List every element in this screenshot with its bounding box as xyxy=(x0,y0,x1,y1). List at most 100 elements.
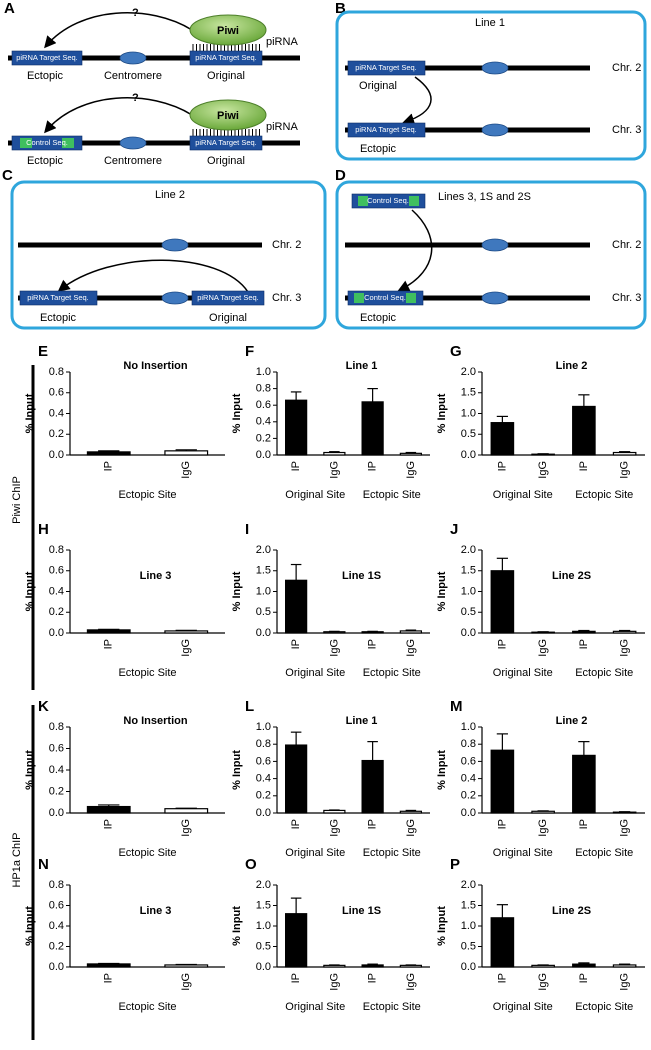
chart: I Line 1S % Input 0.0 0.5 1.0 1.5 2.0 IP IgG IP IgG… xyxy=(231,521,430,679)
chart: P Line 2S % Input 0.0 0.5 1.0 1.5 2.0 IP IgG IP IgG… xyxy=(436,856,645,1013)
chart: L Line 1 % Input 0.0 0.2 0.4 0.6 0.8 1.0 IP IgG IP I… xyxy=(231,698,430,859)
seq-box xyxy=(19,290,98,306)
chr-label: Chr. 3 xyxy=(272,292,301,304)
x-tick-label: IP xyxy=(290,639,302,649)
y-tick-label: 0.0 xyxy=(461,961,476,973)
y-tick-label: 0.2 xyxy=(49,785,64,797)
x-tick-label: IgG xyxy=(405,819,417,837)
y-tick-label: 0.2 xyxy=(49,428,64,440)
seq-box xyxy=(189,50,263,66)
bar xyxy=(164,630,209,634)
error-bar xyxy=(496,557,508,571)
chr-label: Chr. 2 xyxy=(272,239,301,251)
control-stripe xyxy=(358,196,368,206)
y-tick-label: 0.2 xyxy=(49,606,64,618)
error-bar xyxy=(290,391,302,401)
bar xyxy=(86,451,131,456)
group-label: Ectopic Site xyxy=(363,667,421,679)
y-tick-label: 0.0 xyxy=(256,961,271,973)
chart: O Line 1S % Input 0.0 0.5 1.0 1.5 2.0 IP IgG IP IgG… xyxy=(231,856,430,1013)
site-label: Ectopic xyxy=(360,143,397,155)
x-tick-label: IgG xyxy=(180,973,192,991)
seq-label: piRNA Target Seq. xyxy=(355,125,417,134)
y-tick-label: 1.0 xyxy=(256,721,271,733)
x-tick-label: IgG xyxy=(405,461,417,479)
control-stripe xyxy=(354,293,364,303)
seq-label: piRNA Target Seq. xyxy=(355,63,417,72)
row-label: Piwi ChIP xyxy=(11,476,23,524)
group-label: Ectopic Site xyxy=(118,847,176,859)
y-tick-label: 0.0 xyxy=(461,449,476,461)
bar xyxy=(285,913,308,968)
seq-box xyxy=(189,135,263,151)
bar xyxy=(612,451,637,456)
bar xyxy=(86,805,131,814)
x-tick-label: IP xyxy=(290,973,302,983)
chart: K No Insertion % Input 0.0 0.2 0.4 0.6 0.8 IP IgG… xyxy=(24,698,225,859)
y-tick-label: 1.5 xyxy=(461,565,476,577)
seq-label: Control Seq. xyxy=(26,138,68,147)
x-tick-label: IgG xyxy=(619,461,631,479)
bar xyxy=(531,810,555,814)
x-tick-label: IP xyxy=(578,461,590,471)
x-tick-label: IgG xyxy=(405,639,417,657)
bar xyxy=(399,810,422,814)
bar xyxy=(490,749,515,814)
y-tick-label: 0.2 xyxy=(256,790,271,802)
error-bar xyxy=(175,449,197,451)
y-tick-label: 2.0 xyxy=(461,879,476,891)
control-stripe xyxy=(406,293,416,303)
y-tick-label: 0.8 xyxy=(49,544,64,556)
bar xyxy=(399,630,422,634)
bar xyxy=(572,754,596,814)
chart: E No Insertion % Input 0.0 0.2 0.4 0.6 0.8 IP IgG… xyxy=(24,343,225,501)
x-tick-label: IgG xyxy=(537,461,549,479)
error-bar xyxy=(175,629,197,632)
x-tick-label: IgG xyxy=(537,819,549,837)
piwi-label: Piwi xyxy=(217,25,239,37)
y-tick-label: 0.4 xyxy=(49,407,64,419)
error-bar xyxy=(496,733,508,751)
x-tick-label: IP xyxy=(367,639,379,649)
bar xyxy=(164,964,209,968)
error-bar xyxy=(367,963,378,965)
chart-title: Line 2S xyxy=(552,570,591,582)
y-tick-label: 0.8 xyxy=(49,366,64,378)
group-label: Original Site xyxy=(493,667,553,679)
y-tick-label: 0.5 xyxy=(461,940,476,952)
chart-title: Line 3 xyxy=(140,570,172,582)
x-tick-label: IP xyxy=(496,973,508,983)
arrow xyxy=(397,209,433,292)
panel-frame xyxy=(335,10,647,161)
site-label: Original xyxy=(207,70,245,82)
x-tick-label: IgG xyxy=(619,973,631,991)
y-tick-label: 0.4 xyxy=(49,920,64,932)
chart: H Line 3 % Input 0.0 0.2 0.4 0.6 0.8 IP IgG Ectopi… xyxy=(24,521,225,679)
panel-title: Line 2 xyxy=(155,189,185,201)
x-tick-label: IgG xyxy=(328,973,340,991)
y-tick-label: 0.8 xyxy=(256,383,271,395)
y-axis-label: % Input xyxy=(231,906,243,946)
x-tick-label: IP xyxy=(103,973,115,983)
error-bar xyxy=(329,451,340,453)
piwi xyxy=(189,14,267,46)
seq-box xyxy=(347,122,426,138)
y-axis-label: % Input xyxy=(24,393,36,433)
y-tick-label: 1.5 xyxy=(461,387,476,399)
panel-letter: G xyxy=(450,343,462,360)
seq-label: piRNA Target Seq. xyxy=(16,53,78,62)
y-tick-label: 1.5 xyxy=(256,899,271,911)
y-tick-label: 2.0 xyxy=(461,366,476,378)
chr-label: Chr. 3 xyxy=(612,124,641,136)
x-tick-label: IgG xyxy=(328,819,340,837)
question: ? xyxy=(132,7,139,19)
chart-title: Line 2 xyxy=(556,715,588,727)
bar xyxy=(399,452,422,456)
bar xyxy=(86,963,131,968)
y-axis-label: % Input xyxy=(24,906,36,946)
chart-title: Line 1S xyxy=(342,570,381,582)
x-tick-label: IP xyxy=(103,639,115,649)
chart: N Line 3 % Input 0.0 0.2 0.4 0.6 0.8 IP IgG Ectopi… xyxy=(24,856,225,1013)
bar xyxy=(531,964,555,968)
y-axis-label: % Input xyxy=(436,750,448,790)
